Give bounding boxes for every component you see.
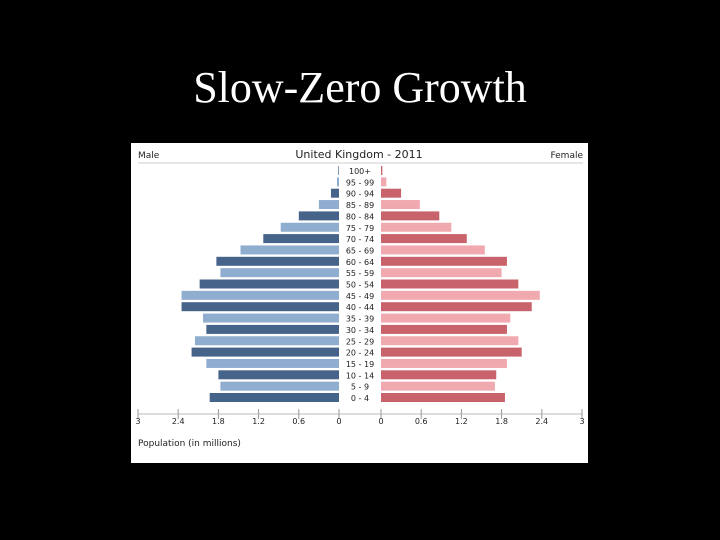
male-bar bbox=[202, 313, 339, 323]
chart-canvas: Male United Kingdom - 2011 Female 100+ 95… bbox=[135, 148, 585, 449]
age-group-label: 50 - 54 bbox=[346, 281, 374, 290]
male-bar bbox=[199, 279, 339, 289]
female-bar bbox=[381, 290, 540, 300]
female-bar bbox=[381, 188, 402, 198]
female-bar bbox=[381, 381, 495, 391]
male-bar bbox=[338, 166, 339, 175]
female-bar bbox=[381, 177, 387, 187]
female-bar bbox=[381, 336, 519, 346]
x-tick-label: 1.2 bbox=[455, 417, 468, 426]
male-bar bbox=[191, 347, 339, 357]
age-group-label: 70 - 74 bbox=[346, 235, 374, 244]
female-bar bbox=[381, 313, 511, 323]
male-bar bbox=[209, 393, 339, 402]
female-bar bbox=[381, 166, 383, 175]
age-group-label: 20 - 24 bbox=[346, 349, 374, 358]
age-group-label: 30 - 34 bbox=[346, 326, 374, 335]
female-bar bbox=[381, 370, 497, 380]
x-tick-label: 2.4 bbox=[172, 417, 185, 426]
x-tick-label: 0 bbox=[378, 417, 383, 426]
age-group-label: 25 - 29 bbox=[346, 337, 374, 346]
age-group-label: 45 - 49 bbox=[346, 292, 374, 301]
male-bar bbox=[263, 234, 339, 244]
female-bar bbox=[381, 211, 440, 221]
age-group-label: 100+ bbox=[349, 167, 371, 176]
x-tick-label: 2.4 bbox=[535, 417, 548, 426]
right-side-label: Female bbox=[550, 151, 583, 161]
female-bar bbox=[381, 234, 467, 244]
slide-title: Slow-Zero Growth bbox=[193, 63, 527, 112]
x-tick-label: 0.6 bbox=[292, 417, 305, 426]
age-group-label: 55 - 59 bbox=[346, 269, 374, 278]
male-bar bbox=[318, 200, 339, 210]
male-bar bbox=[220, 268, 339, 278]
female-bar bbox=[381, 222, 452, 232]
male-bar bbox=[280, 222, 339, 232]
chart-title: United Kingdom - 2011 bbox=[295, 148, 422, 161]
female-bar bbox=[381, 347, 522, 357]
male-bar bbox=[181, 302, 339, 312]
male-bar bbox=[216, 256, 339, 266]
x-tick-label: 0.6 bbox=[415, 417, 428, 426]
age-group-label: 60 - 64 bbox=[346, 258, 374, 267]
female-bar bbox=[381, 279, 519, 289]
female-bar bbox=[381, 324, 507, 334]
age-group-label: 80 - 84 bbox=[346, 212, 374, 221]
x-tick-label: 0 bbox=[336, 417, 341, 426]
left-side-label: Male bbox=[138, 151, 160, 161]
female-bar bbox=[381, 358, 507, 368]
x-tick-label: 3 bbox=[135, 417, 140, 426]
age-group-label: 35 - 39 bbox=[346, 315, 374, 324]
female-bar bbox=[381, 268, 502, 278]
age-group-label: 90 - 94 bbox=[346, 190, 374, 199]
x-axis-label: Population (in millions) bbox=[138, 439, 241, 449]
male-bar bbox=[220, 381, 339, 391]
male-bar bbox=[298, 211, 339, 221]
female-bar bbox=[381, 200, 420, 210]
female-bar bbox=[381, 245, 485, 255]
x-tick-label: 3 bbox=[579, 417, 584, 426]
ticks-group: 3 2.4 1.8 1.2 0.6 0 0 0.6 1.2 1.8 2.4 3 bbox=[135, 409, 585, 426]
male-bar bbox=[218, 370, 339, 380]
male-bar bbox=[330, 188, 339, 198]
age-group-label: 10 - 14 bbox=[346, 371, 374, 380]
age-group-label: 95 - 99 bbox=[346, 178, 374, 187]
male-bar bbox=[336, 177, 339, 187]
age-group-label: 15 - 19 bbox=[346, 360, 374, 369]
age-group-label: 75 - 79 bbox=[346, 224, 374, 233]
female-bar bbox=[381, 256, 507, 266]
age-group-label: 85 - 89 bbox=[346, 201, 374, 210]
female-bar bbox=[381, 302, 532, 312]
age-group-label: 65 - 69 bbox=[346, 246, 374, 255]
male-bar bbox=[194, 336, 339, 346]
male-bar bbox=[206, 324, 339, 334]
male-bar bbox=[181, 290, 339, 300]
population-pyramid-chart: Male United Kingdom - 2011 Female 100+ 95… bbox=[131, 143, 588, 463]
female-bar bbox=[381, 393, 505, 402]
age-group-label: 40 - 44 bbox=[346, 303, 374, 312]
age-group-label: 5 - 9 bbox=[351, 383, 369, 392]
x-tick-label: 1.2 bbox=[252, 417, 265, 426]
age-group-label: 0 - 4 bbox=[351, 394, 369, 403]
male-bar bbox=[240, 245, 339, 255]
x-tick-label: 1.8 bbox=[495, 417, 508, 426]
x-tick-label: 1.8 bbox=[212, 417, 225, 426]
bars-group: 100+ 95 - 99 90 - 94 85 - 89 80 - 84 75 - 79 7… bbox=[181, 166, 540, 403]
male-bar bbox=[206, 358, 339, 368]
